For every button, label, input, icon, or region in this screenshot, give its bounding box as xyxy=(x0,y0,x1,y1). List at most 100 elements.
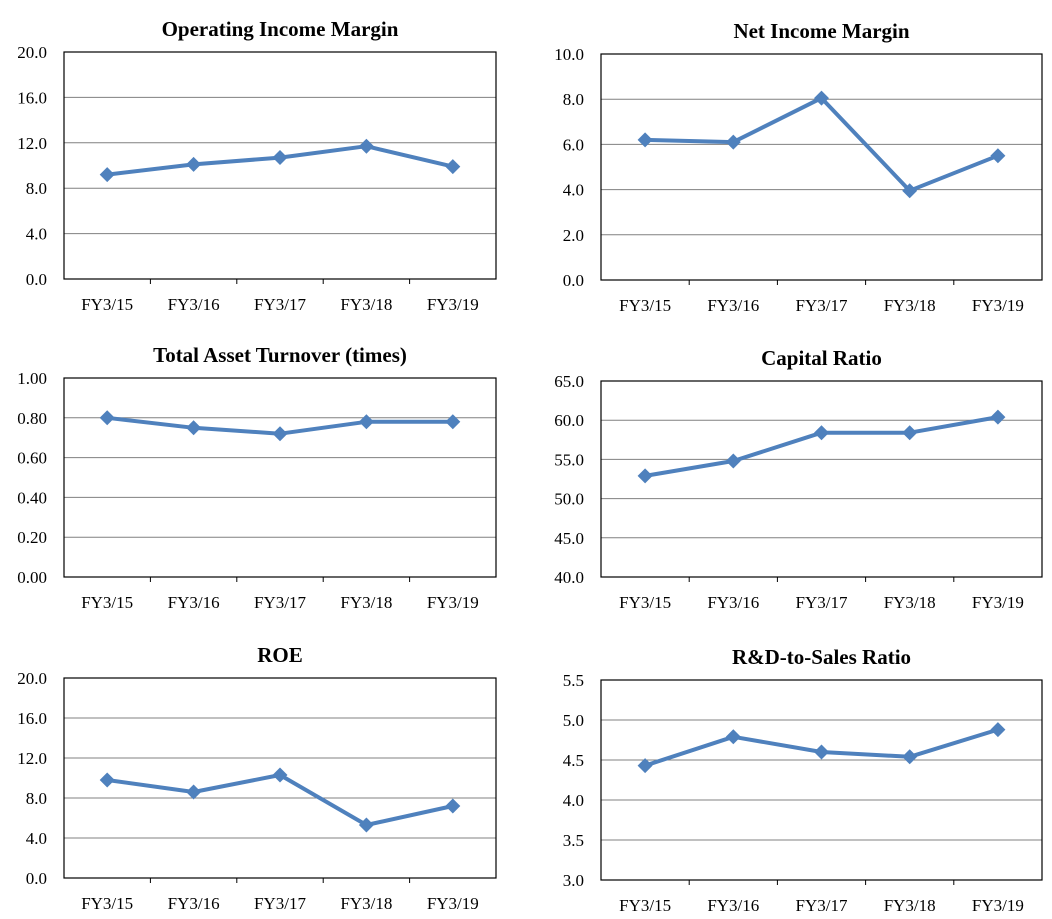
data-point-marker xyxy=(637,468,653,484)
x-tick-label: FY3/18 xyxy=(340,894,392,913)
x-tick-label: FY3/16 xyxy=(707,593,759,612)
x-tick-label: FY3/19 xyxy=(427,894,479,913)
y-tick-label: 16.0 xyxy=(17,709,47,728)
y-tick-label: 60.0 xyxy=(554,411,584,430)
plot-frame xyxy=(600,380,1043,578)
x-tick-label: FY3/16 xyxy=(168,295,220,314)
x-tick-label: FY3/19 xyxy=(972,593,1024,612)
y-tick-label: 4.0 xyxy=(26,829,47,848)
y-tick-label: 0.0 xyxy=(26,270,47,289)
x-tick-label: FY3/18 xyxy=(340,593,392,612)
data-point-marker xyxy=(186,784,202,800)
y-tick-label: 8.0 xyxy=(26,789,47,808)
chart-title: Capital Ratio xyxy=(761,346,882,370)
chart-panel-1: Operating Income Margin 0.0 4.0 8.0 12.0 16.0… xyxy=(17,17,497,314)
data-point-marker xyxy=(990,409,1006,425)
x-tick-label: FY3/15 xyxy=(81,593,133,612)
x-tick-label: FY3/16 xyxy=(707,296,759,315)
x-tick-label: FY3/19 xyxy=(972,296,1024,315)
y-tick-label: 0.60 xyxy=(17,449,47,468)
y-tick-label: 1.00 xyxy=(17,369,47,388)
data-point-marker xyxy=(272,150,288,166)
data-point-marker xyxy=(99,167,115,183)
y-tick-label: 3.5 xyxy=(563,831,584,850)
x-tick-label: FY3/15 xyxy=(81,894,133,913)
data-point-marker xyxy=(902,749,918,765)
data-point-marker xyxy=(445,414,461,430)
x-tick-label: FY3/17 xyxy=(796,896,848,915)
y-tick-label: 10.0 xyxy=(554,45,584,64)
y-tick-label: 12.0 xyxy=(17,134,47,153)
y-tick-label: 50.0 xyxy=(554,490,584,509)
data-point-marker xyxy=(186,420,202,436)
x-tick-label: FY3/15 xyxy=(619,896,671,915)
y-tick-label: 4.0 xyxy=(26,225,47,244)
plot-frame xyxy=(600,53,1043,281)
plot-frame xyxy=(600,679,1043,881)
data-point-marker xyxy=(358,817,374,833)
y-tick-label: 20.0 xyxy=(17,43,47,62)
x-tick-label: FY3/17 xyxy=(254,593,306,612)
plot-frame xyxy=(63,377,497,578)
y-tick-label: 0.80 xyxy=(17,409,47,428)
data-point-marker xyxy=(725,453,741,469)
x-tick-label: FY3/17 xyxy=(254,295,306,314)
y-tick-label: 0.20 xyxy=(17,528,47,547)
data-point-marker xyxy=(99,410,115,426)
data-point-marker xyxy=(186,156,202,172)
y-tick-label: 0.0 xyxy=(26,869,47,888)
x-tick-label: FY3/15 xyxy=(619,593,671,612)
y-tick-label: 8.0 xyxy=(26,179,47,198)
y-tick-label: 4.0 xyxy=(563,181,584,200)
x-tick-label: FY3/19 xyxy=(972,896,1024,915)
y-tick-label: 20.0 xyxy=(17,669,47,688)
x-tick-label: FY3/16 xyxy=(168,894,220,913)
data-point-marker xyxy=(990,722,1006,738)
y-tick-label: 4.0 xyxy=(563,791,584,810)
x-tick-label: FY3/18 xyxy=(884,296,936,315)
y-tick-label: 3.0 xyxy=(563,871,584,890)
y-tick-label: 45.0 xyxy=(554,529,584,548)
chart-title: Operating Income Margin xyxy=(162,17,399,41)
plot-frame xyxy=(63,51,497,280)
y-tick-label: 40.0 xyxy=(554,568,584,587)
chart-panel-2: Net Income Margin 0.0 2.0 4.0 6.0 8.0 10.0 FY3/… xyxy=(554,19,1043,315)
data-point-marker xyxy=(272,426,288,442)
x-tick-label: FY3/15 xyxy=(81,295,133,314)
data-point-marker xyxy=(445,798,461,814)
chart-panel-4: Capital Ratio 40.0 45.0 50.0 55.0 60.0 65.0 FY3… xyxy=(554,346,1043,612)
data-point-marker xyxy=(445,159,461,175)
data-point-marker xyxy=(637,758,653,774)
data-point-marker xyxy=(725,729,741,745)
data-point-marker xyxy=(814,425,829,441)
data-point-marker xyxy=(814,90,829,106)
x-tick-label: FY3/17 xyxy=(796,296,848,315)
y-tick-label: 0.40 xyxy=(17,488,47,507)
data-point-marker xyxy=(358,414,374,430)
data-point-marker xyxy=(902,425,918,441)
y-tick-label: 55.0 xyxy=(554,450,584,469)
x-tick-label: FY3/18 xyxy=(884,593,936,612)
y-tick-label: 5.5 xyxy=(563,671,584,690)
x-tick-label: FY3/17 xyxy=(254,894,306,913)
data-point-marker xyxy=(990,148,1006,164)
x-tick-label: FY3/18 xyxy=(884,896,936,915)
y-tick-label: 5.0 xyxy=(563,711,584,730)
chart-panel-6: R&D-to-Sales Ratio 3.0 3.5 4.0 4.5 5.0 5.5 FY3/… xyxy=(563,645,1043,915)
data-point-marker xyxy=(272,767,288,783)
chart-panel-3: Total Asset Turnover (times) 0.00 0.20 0.40… xyxy=(17,343,497,612)
y-tick-label: 8.0 xyxy=(563,90,584,109)
x-tick-label: FY3/17 xyxy=(796,593,848,612)
chart-panel-5: ROE 0.0 4.0 8.0 12.0 16.0 20.0 FY3/15 FY3/16 FY3/… xyxy=(17,643,497,913)
data-point-marker xyxy=(814,744,829,760)
y-tick-label: 0.0 xyxy=(563,271,584,290)
data-point-marker xyxy=(902,183,918,199)
y-tick-label: 0.00 xyxy=(17,568,47,587)
chart-title: R&D-to-Sales Ratio xyxy=(732,645,911,669)
data-point-marker xyxy=(637,132,653,148)
x-tick-label: FY3/19 xyxy=(427,593,479,612)
y-tick-label: 12.0 xyxy=(17,749,47,768)
chart-title: Net Income Margin xyxy=(733,19,909,43)
plot-frame xyxy=(63,677,497,879)
